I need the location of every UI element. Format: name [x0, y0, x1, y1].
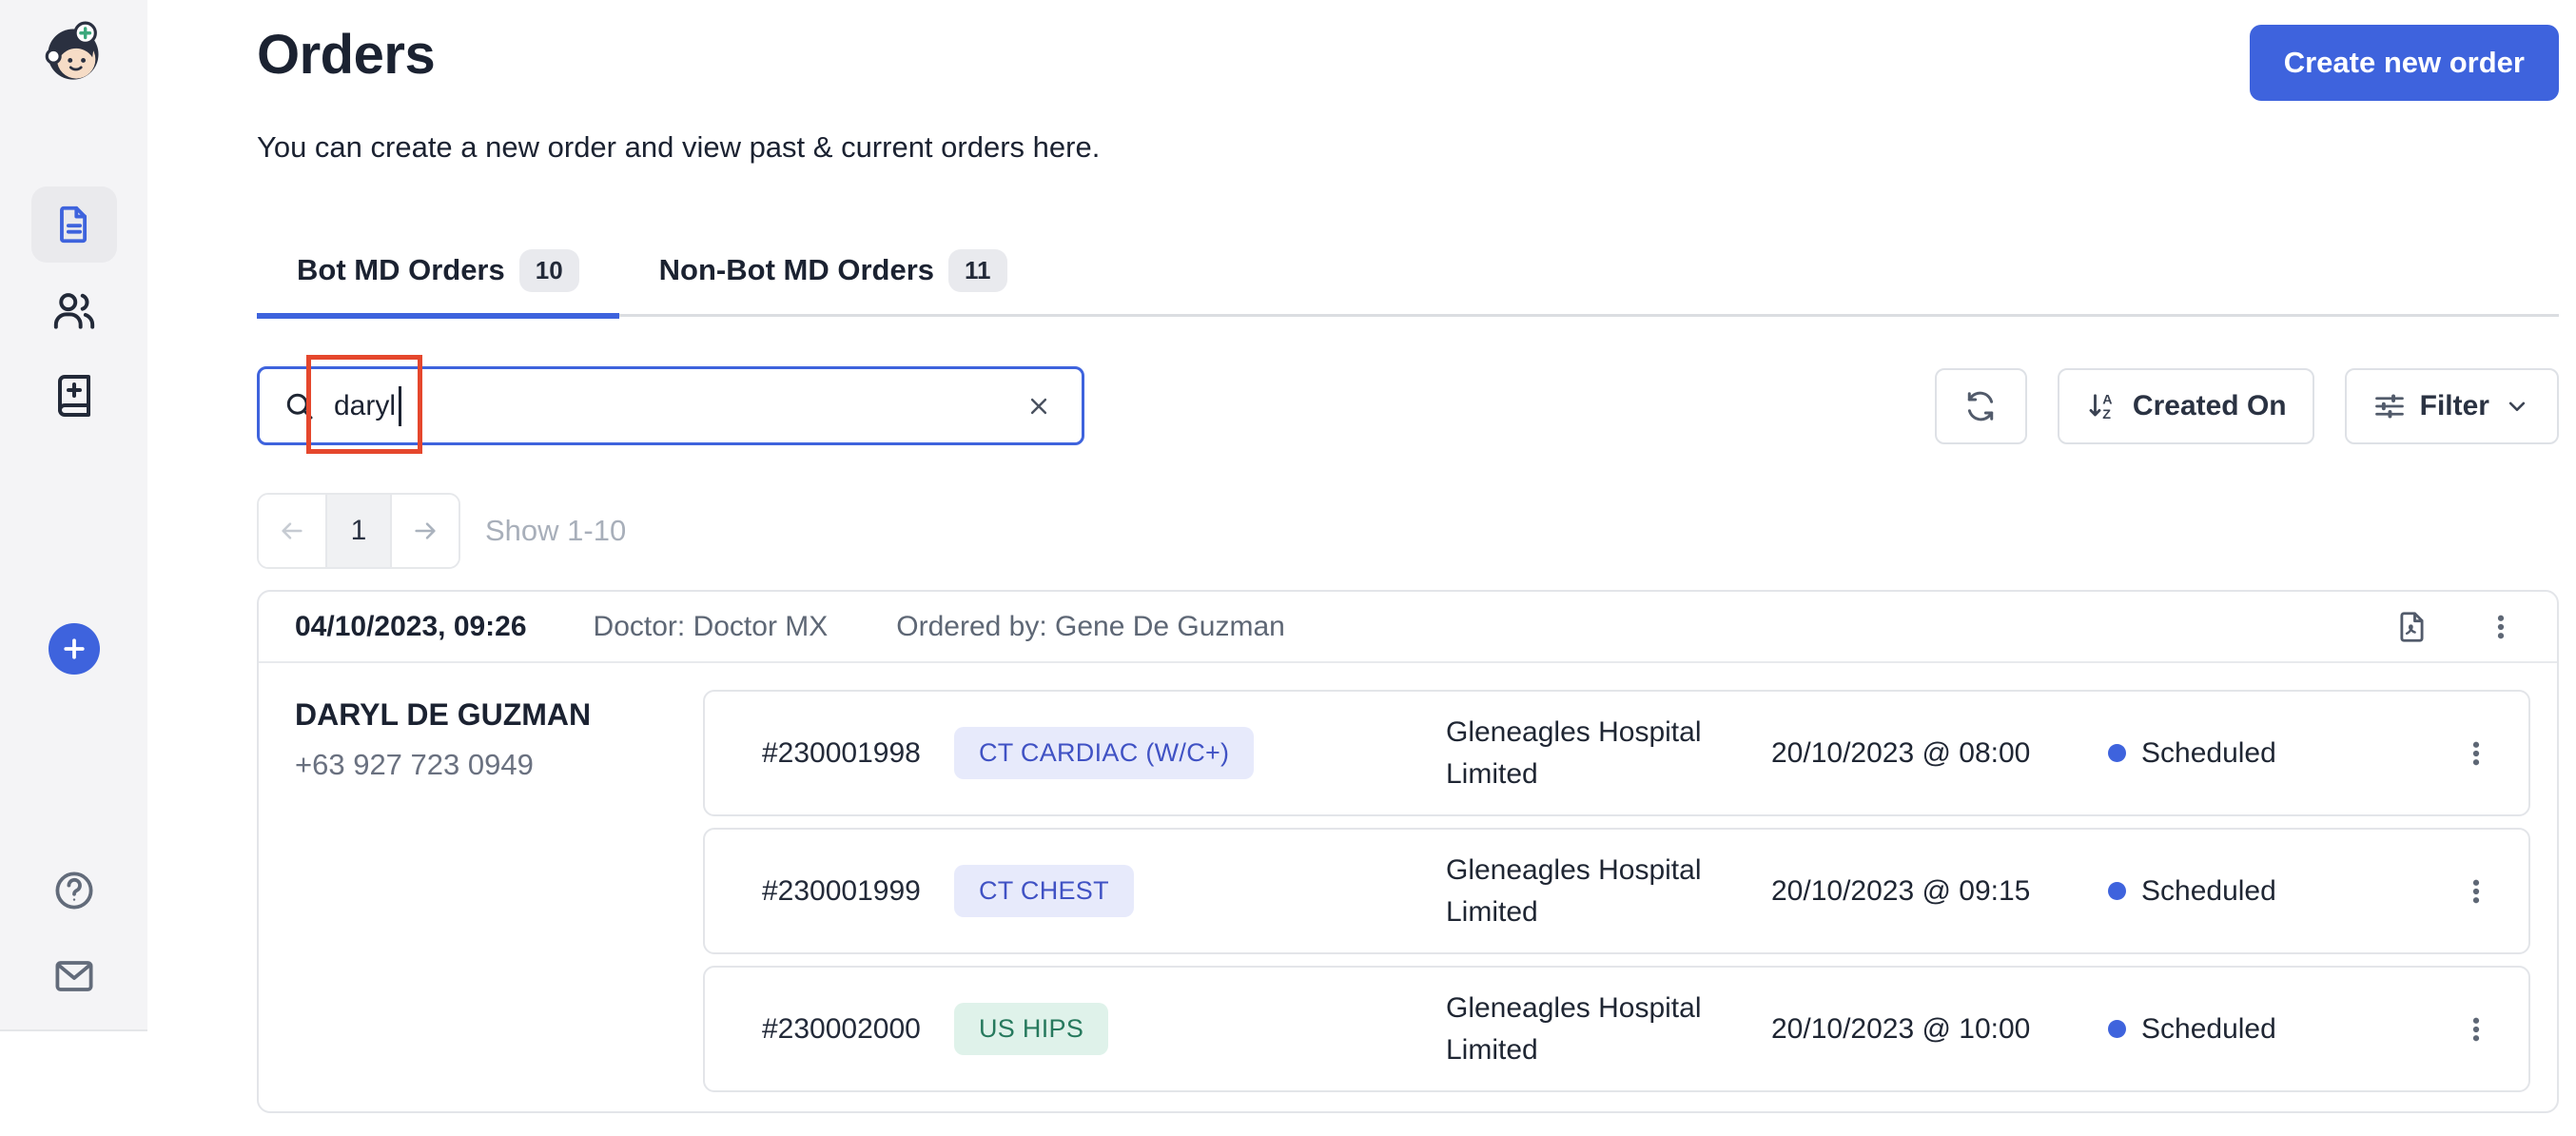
order-group-card: 04/10/2023, 09:26 Doctor: Doctor MX Orde…: [257, 590, 2559, 1113]
order-row[interactable]: #230001999 CT CHEST Gleneagles Hospital …: [703, 828, 2530, 954]
ordered-by-label: Ordered by: Gene De Guzman: [896, 610, 1285, 642]
mail-icon: [55, 961, 93, 991]
patient-name: DARYL DE GUZMAN: [295, 697, 592, 732]
tab-count-badge: 10: [518, 248, 579, 292]
order-book-plus-icon: [57, 375, 90, 417]
tab-count-badge: 11: [948, 248, 1007, 292]
status-badge: Scheduled: [2108, 1013, 2452, 1046]
pagination-current-page[interactable]: 1: [325, 495, 392, 567]
filter-button-label: Filter: [2419, 389, 2489, 421]
appointment-datetime: 20/10/2023 @ 08:00: [1771, 736, 2031, 769]
patient-info: DARYL DE GUZMAN +63 927 723 0949: [259, 663, 703, 1092]
create-plus-icon: [63, 638, 85, 659]
status-dot: [2108, 1020, 2126, 1038]
status-badge: Scheduled: [2108, 737, 2452, 770]
close-icon: [1030, 398, 1047, 414]
sidebar-help-button[interactable]: [51, 868, 97, 913]
sidebar-mail-button[interactable]: [51, 953, 97, 999]
facility-name: Gleneagles Hospital Limited: [1446, 716, 1702, 790]
status-dot: [2108, 744, 2126, 762]
order-row-kebab-menu[interactable]: [2452, 734, 2500, 774]
procedure-badge: US HIPS: [954, 1003, 1109, 1055]
text-caret: [399, 385, 402, 426]
sidebar-footer: [0, 1029, 147, 1136]
kebab-menu-icon: [2472, 741, 2480, 765]
facility-name: Gleneagles Hospital Limited: [1446, 992, 1702, 1066]
page-title: Orders: [257, 24, 436, 86]
status-label: Scheduled: [2141, 736, 2276, 769]
page-header-text: Orders You can create a new order and vi…: [257, 23, 1100, 165]
tab-bot-md-orders[interactable]: Bot MD Orders 10: [257, 226, 619, 319]
kebab-menu-icon: [2472, 1017, 2480, 1041]
sidebar-item-order-sets[interactable]: [51, 373, 97, 419]
download-pdf-button[interactable]: [2390, 605, 2433, 649]
order-id: #230001998: [762, 736, 921, 769]
sidebar: [0, 0, 147, 1136]
status-label: Scheduled: [2141, 1012, 2276, 1045]
search-clear-button[interactable]: [1019, 386, 1059, 426]
pagination-group: 1: [257, 493, 460, 569]
patients-users-icon: [53, 293, 94, 329]
doctor-label: Doctor: Doctor MX: [593, 610, 829, 642]
status-badge: Scheduled: [2108, 875, 2452, 908]
orders-document-icon: [59, 206, 87, 244]
pagination-next-button[interactable]: [392, 495, 459, 567]
svg-text:A: A: [2102, 392, 2112, 407]
sort-az-icon: A Z: [2089, 392, 2113, 421]
svg-text:Z: Z: [2102, 406, 2111, 421]
order-row-kebab-menu[interactable]: [2452, 872, 2500, 911]
procedure-badge: CT CARDIAC (W/C+): [954, 727, 1255, 779]
order-id: #230002000: [762, 1012, 921, 1045]
search-input[interactable]: daryl: [257, 366, 1084, 445]
refresh-button[interactable]: [1934, 367, 2027, 444]
botmd-logo-icon: [45, 21, 98, 80]
page-subtitle: You can create a new order and view past…: [257, 130, 1101, 164]
order-rows: #230001998 CT CARDIAC (W/C+) Gleneagles …: [703, 663, 2557, 1092]
chevron-down-icon: [2508, 402, 2526, 411]
orders-tabs: Bot MD Orders 10 Non-Bot MD Orders 11: [257, 226, 2559, 319]
patient-phone: +63 927 723 0949: [295, 748, 534, 781]
sidebar-create-button[interactable]: [48, 623, 100, 675]
help-icon: [54, 872, 93, 910]
create-new-order-button[interactable]: Create new order: [2249, 25, 2559, 101]
facility-name: Gleneagles Hospital Limited: [1446, 854, 1702, 928]
filter-button[interactable]: Filter: [2344, 367, 2559, 444]
pagination-prev-button[interactable]: [259, 495, 325, 567]
status-dot: [2108, 882, 2126, 900]
order-id: #230001999: [762, 874, 921, 907]
filter-sliders-icon: [2374, 394, 2404, 418]
tab-label: Non-Bot MD Orders: [658, 253, 934, 286]
kebab-menu-icon: [2472, 879, 2480, 903]
appointment-datetime: 20/10/2023 @ 09:15: [1771, 874, 2031, 907]
order-group-header: 04/10/2023, 09:26 Doctor: Doctor MX Orde…: [259, 592, 2557, 663]
order-row[interactable]: #230002000 US HIPS Gleneagles Hospital L…: [703, 966, 2530, 1092]
pdf-file-icon: [2400, 611, 2424, 642]
tab-label: Bot MD Orders: [297, 253, 505, 286]
sidebar-item-patients[interactable]: [50, 287, 98, 335]
sidebar-item-orders[interactable]: [30, 186, 117, 263]
order-created-timestamp: 04/10/2023, 09:26: [295, 610, 527, 642]
search-value: daryl: [334, 389, 397, 421]
arrow-right-icon: [415, 522, 436, 539]
arrow-left-icon: [282, 522, 302, 539]
order-row[interactable]: #230001998 CT CARDIAC (W/C+) Gleneagles …: [703, 690, 2530, 816]
pagination-range-label: Show 1-10: [485, 514, 627, 547]
order-row-kebab-menu[interactable]: [2452, 1009, 2500, 1049]
status-label: Scheduled: [2141, 874, 2276, 907]
sort-button-label: Created On: [2132, 389, 2287, 421]
appointment-datetime: 20/10/2023 @ 10:00: [1771, 1012, 2031, 1045]
botmd-logo[interactable]: [42, 21, 107, 86]
search-icon: [286, 393, 313, 419]
sort-created-on-button[interactable]: A Z Created On: [2057, 367, 2314, 444]
kebab-menu-icon: [2497, 615, 2505, 638]
tab-non-bot-md-orders[interactable]: Non-Bot MD Orders 11: [619, 226, 1047, 314]
procedure-badge: CT CHEST: [954, 865, 1134, 917]
refresh-icon: [1968, 391, 1994, 421]
order-group-kebab-menu[interactable]: [2481, 607, 2521, 647]
